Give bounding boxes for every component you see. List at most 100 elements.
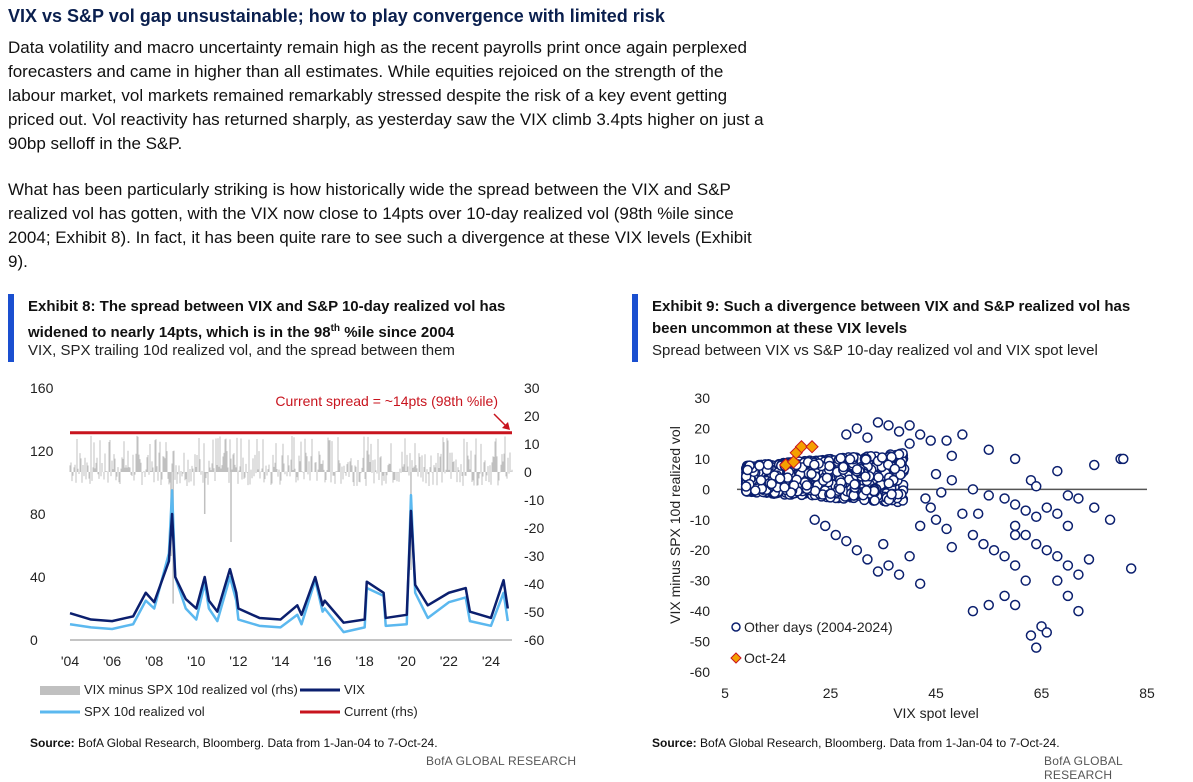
scatter-point — [779, 482, 790, 493]
scatter-point — [941, 523, 952, 535]
x-tick-label: 65 — [1034, 685, 1050, 701]
scatter-point — [920, 493, 931, 504]
exhibit-8-brand: BofA GLOBAL RESEARCH — [426, 754, 577, 768]
scatter-point — [883, 560, 894, 571]
scatter-point — [1009, 599, 1021, 611]
x-tick-label: '16 — [313, 653, 331, 669]
scatter-point — [957, 508, 968, 519]
scatter-point — [869, 495, 880, 506]
scatter-point — [851, 464, 863, 475]
scatter-point — [1062, 520, 1074, 532]
annotation-arrow-head — [502, 422, 510, 430]
x-tick-label: 85 — [1139, 685, 1155, 701]
x-tick-label: 45 — [928, 685, 944, 701]
scatter-point — [946, 474, 958, 486]
x-tick-label: '24 — [482, 653, 500, 669]
scatter-point — [936, 487, 947, 498]
scatter-point — [1073, 605, 1084, 617]
scatter-point-oct24 — [794, 440, 809, 454]
legend-marker-other-days — [731, 622, 741, 632]
scatter-point — [841, 429, 852, 440]
scatter-point-oct24 — [805, 440, 819, 454]
exhibit-8-accent-bar — [8, 294, 14, 362]
scatter-point — [1025, 630, 1037, 641]
scatter-point — [1089, 459, 1100, 471]
exhibit-9-title: Exhibit 9: Such a divergence between VIX… — [652, 296, 1130, 340]
scatter-point — [742, 464, 753, 476]
y-right-tick-label: 0 — [524, 464, 532, 480]
y-tick-label: -30 — [690, 573, 710, 589]
scatter-point — [841, 535, 852, 547]
scatter-point — [883, 420, 894, 431]
exhibit-8-title-sup: th — [330, 323, 341, 334]
scatter-point — [861, 485, 872, 496]
scatter-point — [851, 423, 863, 434]
scatter-point — [824, 460, 835, 472]
exhibit-8-source-text: BofA Global Research, Bloomberg. Data fr… — [74, 736, 438, 750]
y-right-tick-label: -20 — [524, 520, 544, 536]
scatter-point — [1030, 511, 1042, 522]
scatter-point — [806, 468, 817, 480]
exhibit-9-subtitle: Spread between VIX vs S&P 10-day realize… — [652, 342, 1098, 359]
scatter-point — [755, 475, 767, 486]
legend-label: SPX 10d realized vol — [84, 704, 205, 719]
current-spread-annotation: Current spread = ~14pts (98th %ile) — [275, 393, 498, 409]
scatter-point — [1041, 627, 1053, 638]
scatter-point — [967, 484, 979, 495]
scatter-point — [1009, 520, 1021, 532]
scatter-point — [978, 538, 989, 550]
spread-series — [69, 435, 513, 604]
exhibit-8-title-line1: Exhibit 8: The spread between VIX and S&… — [28, 298, 506, 315]
paragraph-1: Data volatility and macro uncertainty re… — [8, 38, 764, 153]
exhibit-8-source: Source: BofA Global Research, Bloomberg.… — [30, 736, 438, 750]
y-tick-label: 10 — [694, 451, 710, 467]
scatter-point — [904, 420, 915, 431]
scatter-point — [925, 435, 936, 446]
scatter-point — [835, 452, 846, 464]
scatter-point — [886, 489, 897, 500]
legend-label: VIX minus SPX 10d realized vol (rhs) — [84, 682, 298, 697]
scatter-point — [1118, 453, 1129, 465]
scatter-point — [754, 460, 765, 471]
scatter-point — [1020, 575, 1031, 586]
scatter-point — [1020, 505, 1031, 516]
scatter-point — [1009, 453, 1021, 465]
y-tick-label: -20 — [690, 542, 710, 558]
scatter-point — [889, 463, 901, 475]
scatter-point — [862, 432, 873, 443]
scatter-point — [893, 426, 905, 437]
scatter-point — [825, 488, 837, 499]
exhibit-9-source: Source: BofA Global Research, Bloomberg.… — [652, 736, 1060, 750]
exhibit-8-title-line2: widened to nearly 14pts, which is in the… — [28, 318, 505, 344]
x-tick-label: '20 — [398, 653, 416, 669]
exhibit-8-title: Exhibit 8: The spread between VIX and S&… — [28, 296, 505, 344]
exhibit-9-accent-bar — [632, 294, 638, 362]
scatter-point — [988, 544, 1000, 556]
scatter-point — [1041, 502, 1053, 513]
scatter-point — [860, 471, 871, 482]
y-axis-label: VIX minus SPX 10d realized vol — [667, 426, 683, 624]
legend-marker-oct24 — [730, 652, 742, 664]
scatter-point — [957, 429, 968, 440]
exhibit-9-brand: BofA GLOBAL RESEARCH — [1044, 754, 1123, 782]
scatter-point — [1125, 563, 1137, 574]
legend-label: Other days (2004-2024) — [744, 619, 893, 635]
scatter-point — [930, 514, 942, 526]
scatter-point — [774, 473, 786, 484]
scatter-point — [838, 461, 849, 473]
y-right-tick-label: -60 — [524, 632, 544, 648]
scatter-point — [1104, 514, 1116, 526]
scatter-point — [972, 508, 984, 519]
scatter-point — [1062, 590, 1074, 602]
series-line-vix — [69, 509, 510, 624]
scatter-point — [872, 417, 884, 428]
exhibit-8-title-line2-pre: widened to nearly 14pts, which is in the… — [28, 324, 331, 341]
exhibit-9-source-text: BofA Global Research, Bloomberg. Data fr… — [696, 736, 1060, 750]
scatter-point — [930, 468, 942, 480]
y-right-tick-label: -40 — [524, 576, 544, 592]
x-tick-label: '12 — [229, 653, 247, 669]
y-right-tick-label: 30 — [524, 380, 540, 396]
scatter-point — [914, 520, 926, 532]
scatter-point — [904, 551, 915, 562]
scatter-point — [1052, 551, 1063, 562]
